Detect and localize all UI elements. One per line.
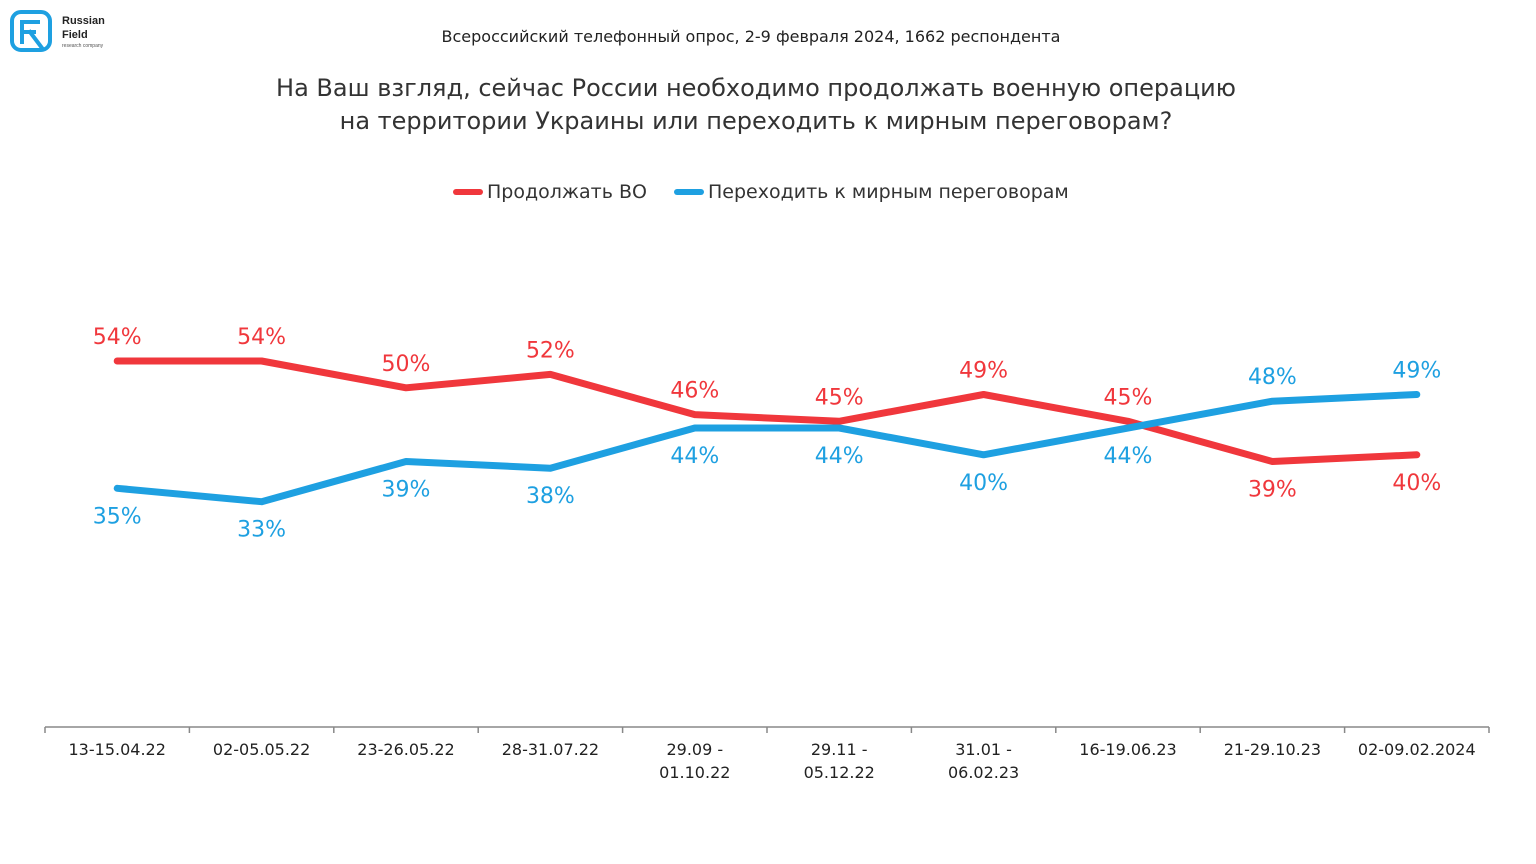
x-tick-label: 29.11 - 05.12.22 xyxy=(804,740,875,782)
chart-title: На Ваш взгляд, сейчас России необходимо … xyxy=(0,72,1512,138)
x-tick-label-line: 05.12.22 xyxy=(804,763,875,782)
logo-text: Russian Field research company xyxy=(62,14,105,50)
x-tick-label-line: 02-05.05.22 xyxy=(213,740,310,759)
legend-swatch-red xyxy=(453,189,483,195)
data-label-continue: 54% xyxy=(93,325,142,350)
data-label-negotiate: 48% xyxy=(1248,365,1297,390)
x-tick-label-line: 29.09 - xyxy=(666,740,723,759)
x-tick-label: 02-09.02.2024 xyxy=(1358,740,1476,759)
x-tick-label-line: 31.01 - xyxy=(955,740,1012,759)
x-tick-label: 21-29.10.23 xyxy=(1224,740,1321,759)
data-label-continue: 45% xyxy=(1104,385,1153,410)
data-label-continue: 54% xyxy=(237,325,286,350)
chart-title-line1: На Ваш взгляд, сейчас России необходимо … xyxy=(276,74,1236,102)
x-tick-label-line: 02-09.02.2024 xyxy=(1358,740,1476,759)
x-tick-label: 23-26.05.22 xyxy=(357,740,454,759)
data-label-continue: 49% xyxy=(959,359,1008,384)
x-tick-label-line: 01.10.22 xyxy=(659,763,730,782)
x-tick-label: 02-05.05.22 xyxy=(213,740,310,759)
data-label-negotiate: 35% xyxy=(93,504,142,529)
x-tick-label: 31.01 - 06.02.23 xyxy=(948,740,1019,782)
data-label-negotiate: 38% xyxy=(526,484,575,509)
chart-title-line2: на территории Украины или переходить к м… xyxy=(339,107,1173,135)
data-label-negotiate: 49% xyxy=(1392,359,1441,384)
data-label-negotiate: 40% xyxy=(959,471,1008,496)
legend-item-continue: Продолжать ВО xyxy=(453,178,647,206)
legend-label-negotiate: Переходить к мирным переговорам xyxy=(708,181,1069,203)
logo-line1: Russian xyxy=(62,15,105,27)
data-label-negotiate: 44% xyxy=(815,444,864,469)
x-tick-label: 16-19.06.23 xyxy=(1079,740,1176,759)
x-tick-label-line: 23-26.05.22 xyxy=(357,740,454,759)
logo-line3: research company xyxy=(62,43,104,49)
data-label-negotiate: 33% xyxy=(237,518,286,543)
data-label-continue: 50% xyxy=(382,352,431,377)
legend-item-negotiate: Переходить к мирным переговорам xyxy=(674,178,1069,206)
data-label-negotiate: 44% xyxy=(670,444,719,469)
x-tick-label: 28-31.07.22 xyxy=(502,740,599,759)
data-label-continue: 46% xyxy=(670,379,719,404)
x-tick-label-line: 21-29.10.23 xyxy=(1224,740,1321,759)
x-tick-label-line: 06.02.23 xyxy=(948,763,1019,782)
series-line-continue xyxy=(113,357,1421,465)
data-label-negotiate: 44% xyxy=(1104,444,1153,469)
data-label-continue: 39% xyxy=(1248,478,1297,503)
data-label-continue: 45% xyxy=(815,385,864,410)
legend-swatch-blue xyxy=(674,189,704,195)
x-tick-label-line: 16-19.06.23 xyxy=(1079,740,1176,759)
x-tick-label: 13-15.04.22 xyxy=(69,740,166,759)
logo-line2: Field xyxy=(62,29,88,41)
x-tick-label-line: 28-31.07.22 xyxy=(502,740,599,759)
chart-legend: Продолжать ВО Переходить к мирным перего… xyxy=(0,178,1536,206)
x-tick-label: 29.09 - 01.10.22 xyxy=(659,740,730,782)
data-label-continue: 52% xyxy=(526,338,575,363)
data-label-negotiate: 39% xyxy=(382,478,431,503)
x-tick-label-line: 29.11 - xyxy=(811,740,868,759)
series-line-negotiate xyxy=(113,391,1421,506)
brand-logo: Russian Field research company xyxy=(10,10,120,60)
data-label-continue: 40% xyxy=(1392,471,1441,496)
rf-logo-icon xyxy=(10,10,52,52)
x-tick-label-line: 13-15.04.22 xyxy=(69,740,166,759)
legend-label-continue: Продолжать ВО xyxy=(487,181,647,203)
survey-note: Всероссийский телефонный опрос, 2-9 февр… xyxy=(441,27,1061,46)
